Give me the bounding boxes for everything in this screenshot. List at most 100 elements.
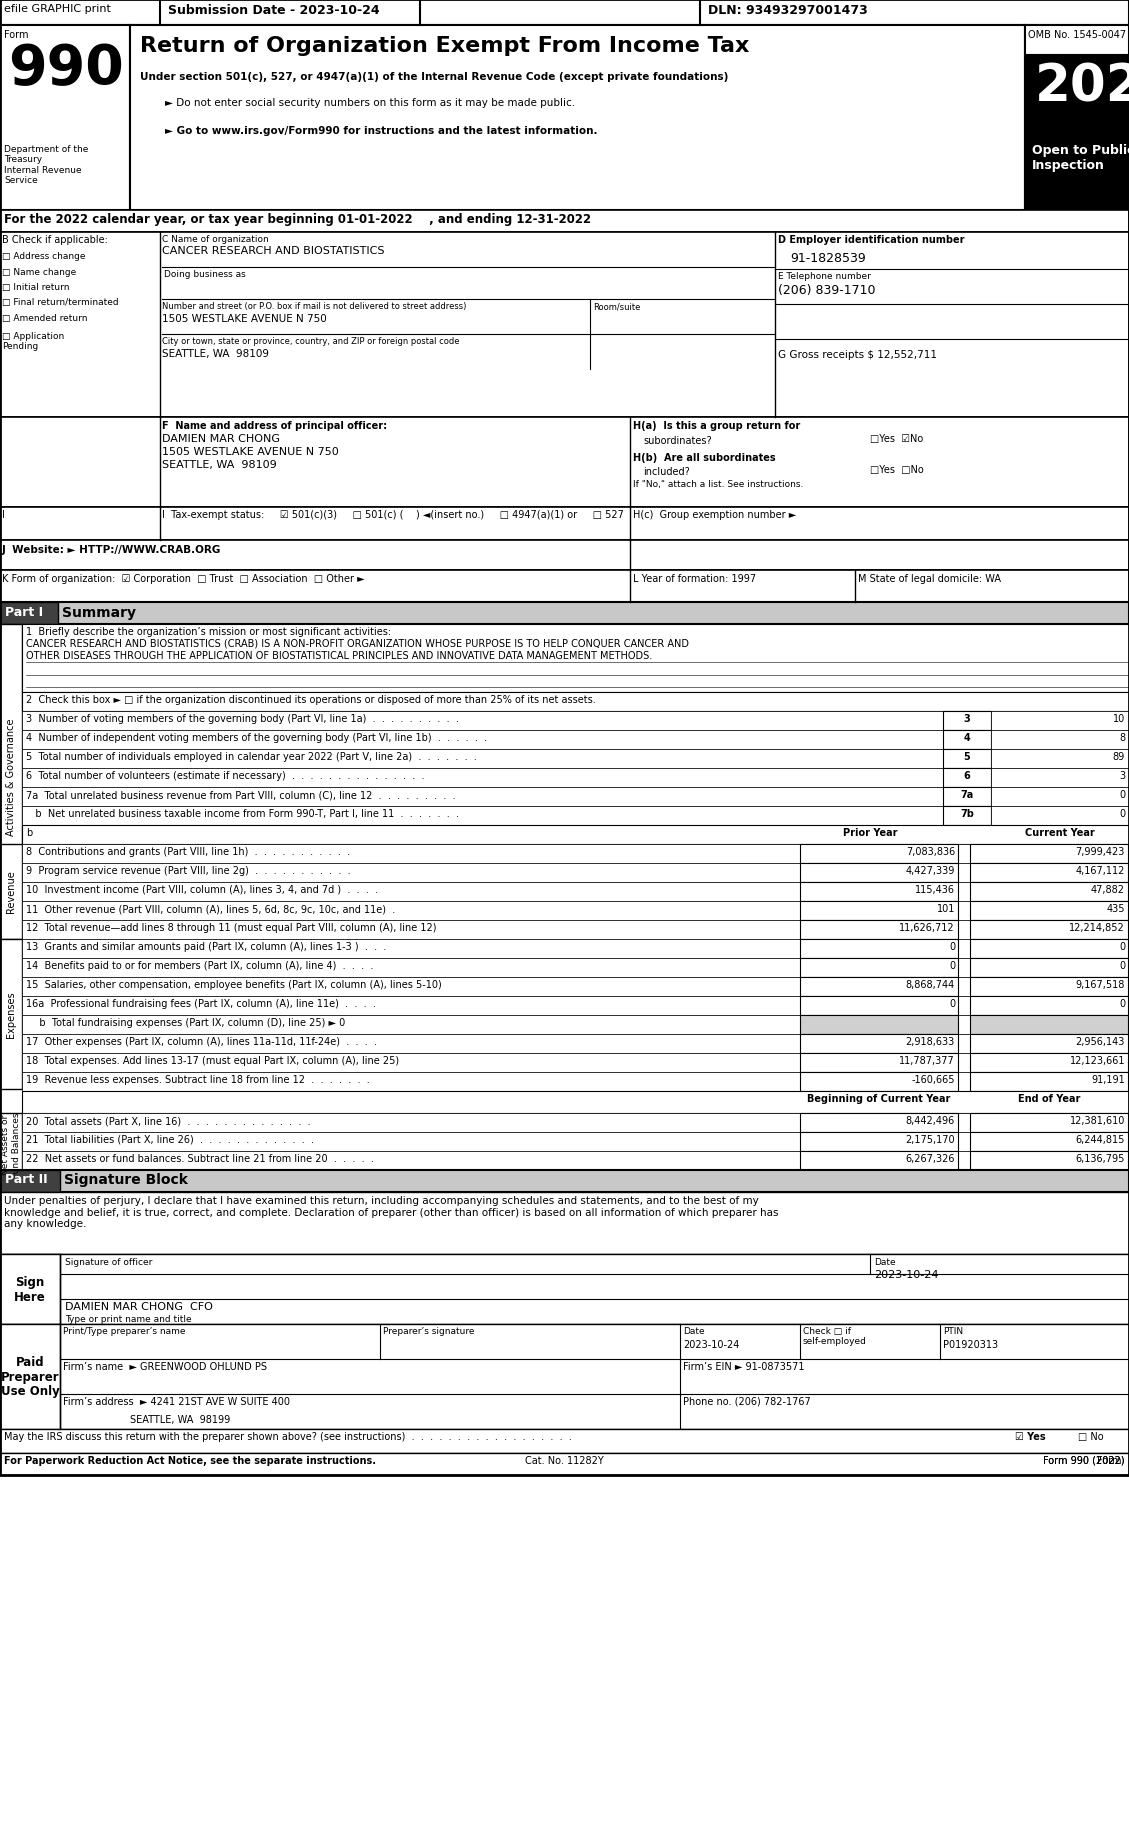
Text: D Employer identification number: D Employer identification number — [778, 234, 964, 245]
Bar — [21, 787, 1129, 807]
Bar — [991, 769, 1129, 787]
Text: Net Assets or
Fund Balances: Net Assets or Fund Balances — [1, 1111, 20, 1177]
Text: 3: 3 — [1119, 770, 1124, 781]
Bar — [21, 1113, 1129, 1133]
Bar — [0, 1325, 1129, 1429]
Bar — [21, 1034, 1129, 1054]
Text: 0: 0 — [1119, 809, 1124, 818]
Text: 7a  Total unrelated business revenue from Part VIII, column (C), line 12  .  .  : 7a Total unrelated business revenue from… — [26, 789, 456, 800]
Text: OTHER DISEASES THROUGH THE APPLICATION OF BIOSTATISTICAL PRINCIPLES AND INNOVATI: OTHER DISEASES THROUGH THE APPLICATION O… — [26, 651, 653, 661]
Text: b: b — [26, 827, 33, 838]
Text: 4,167,112: 4,167,112 — [1076, 866, 1124, 875]
Bar — [0, 1171, 1129, 1193]
Text: 0: 0 — [1119, 999, 1124, 1008]
Bar — [21, 1151, 1129, 1171]
Text: 8,442,496: 8,442,496 — [905, 1116, 955, 1125]
Text: CANCER RESEARCH AND BIOSTATISTICS (CRAB) IS A NON-PROFIT ORGANIZATION WHOSE PURP: CANCER RESEARCH AND BIOSTATISTICS (CRAB)… — [26, 639, 689, 648]
Text: 6  Total number of volunteers (estimate if necessary)  .  .  .  .  .  .  .  .  .: 6 Total number of volunteers (estimate i… — [26, 770, 425, 781]
Bar — [0, 540, 1129, 571]
Text: 13  Grants and similar amounts paid (Part IX, column (A), lines 1-3 )  .  .  .: 13 Grants and similar amounts paid (Part… — [26, 941, 386, 952]
Text: Revenue: Revenue — [6, 869, 16, 913]
Text: 6,136,795: 6,136,795 — [1076, 1153, 1124, 1164]
Bar — [21, 730, 1129, 750]
Text: 21  Total liabilities (Part X, line 26)  .  .  .  .  .  .  .  .  .  .  .  .  .: 21 Total liabilities (Part X, line 26) .… — [26, 1135, 314, 1144]
Text: 4  Number of independent voting members of the governing body (Part VI, line 1b): 4 Number of independent voting members o… — [26, 732, 487, 743]
Bar — [943, 750, 991, 769]
Bar — [970, 1133, 1128, 1151]
Text: CANCER RESEARCH AND BIOSTATISTICS: CANCER RESEARCH AND BIOSTATISTICS — [161, 245, 385, 256]
Bar — [970, 1034, 1128, 1054]
Text: Paid
Preparer
Use Only: Paid Preparer Use Only — [1, 1354, 60, 1398]
Text: □ No: □ No — [1078, 1431, 1104, 1442]
Bar — [0, 624, 21, 930]
Bar — [21, 1091, 1129, 1113]
Bar — [1025, 55, 1129, 135]
Text: 101: 101 — [937, 904, 955, 913]
Text: PTIN: PTIN — [943, 1327, 963, 1336]
Text: 5: 5 — [964, 752, 970, 761]
Bar — [21, 997, 1129, 1016]
Text: □Yes  ☑No: □Yes ☑No — [870, 434, 924, 443]
Bar — [21, 807, 1129, 825]
Bar — [0, 210, 1129, 232]
Text: Type or print name and title: Type or print name and title — [65, 1314, 192, 1323]
Bar — [0, 939, 21, 1089]
Text: 17  Other expenses (Part IX, column (A), lines 11a-11d, 11f-24e)  .  .  .  .: 17 Other expenses (Part IX, column (A), … — [26, 1036, 377, 1047]
Text: Signature Block: Signature Block — [64, 1173, 187, 1186]
Text: Room/suite: Room/suite — [593, 302, 640, 311]
Bar — [991, 730, 1129, 750]
Text: 8,868,744: 8,868,744 — [905, 979, 955, 990]
Text: OMB No. 1545-0047: OMB No. 1545-0047 — [1029, 29, 1126, 40]
Text: Summary: Summary — [62, 606, 135, 620]
Bar — [21, 750, 1129, 769]
Bar — [21, 1133, 1129, 1151]
Text: b  Net unrelated business taxable income from Form 990-T, Part I, line 11  .  . : b Net unrelated business taxable income … — [26, 809, 460, 818]
Text: 7a: 7a — [961, 789, 973, 800]
Bar — [800, 1034, 959, 1054]
Text: 15  Salaries, other compensation, employee benefits (Part IX, column (A), lines : 15 Salaries, other compensation, employe… — [26, 979, 441, 990]
Bar — [21, 769, 1129, 787]
Text: 11,626,712: 11,626,712 — [900, 922, 955, 933]
Bar — [800, 1016, 959, 1034]
Text: 11  Other revenue (Part VIII, column (A), lines 5, 6d, 8c, 9c, 10c, and 11e)  .: 11 Other revenue (Part VIII, column (A),… — [26, 904, 395, 913]
Text: M State of legal domicile: WA: M State of legal domicile: WA — [858, 573, 1001, 584]
Text: If "No," attach a list. See instructions.: If "No," attach a list. See instructions… — [633, 479, 804, 489]
Bar — [800, 902, 959, 920]
Text: 7,083,836: 7,083,836 — [905, 847, 955, 856]
Text: City or town, state or province, country, and ZIP or foreign postal code: City or town, state or province, country… — [161, 337, 460, 346]
Bar — [991, 712, 1129, 730]
Text: H(b)  Are all subordinates: H(b) Are all subordinates — [633, 452, 776, 463]
Text: Form 990 (2022): Form 990 (2022) — [1043, 1455, 1124, 1466]
Text: B Check if applicable:: B Check if applicable: — [2, 234, 108, 245]
Bar — [21, 1016, 1129, 1034]
Text: 16a  Professional fundraising fees (Part IX, column (A), line 11e)  .  .  .  .: 16a Professional fundraising fees (Part … — [26, 999, 376, 1008]
Bar — [970, 1072, 1128, 1091]
Bar — [21, 712, 1129, 730]
Text: Activities & Governance: Activities & Governance — [6, 719, 16, 836]
Text: 12,123,661: 12,123,661 — [1069, 1056, 1124, 1065]
Bar — [0, 0, 1129, 26]
Text: 7b: 7b — [960, 809, 974, 818]
Bar — [970, 864, 1128, 882]
Bar — [0, 1429, 1129, 1453]
Bar — [0, 1254, 1129, 1325]
Text: Date: Date — [874, 1257, 895, 1266]
Bar — [0, 1453, 1129, 1475]
Text: 3  Number of voting members of the governing body (Part VI, line 1a)  .  .  .  .: 3 Number of voting members of the govern… — [26, 714, 458, 723]
Text: 9,167,518: 9,167,518 — [1076, 979, 1124, 990]
Bar — [21, 825, 1129, 844]
Text: 990: 990 — [8, 42, 124, 95]
Text: Doing business as: Doing business as — [164, 269, 246, 278]
Text: 12,381,610: 12,381,610 — [1069, 1116, 1124, 1125]
Text: I  Tax-exempt status:     ☑ 501(c)(3)     □ 501(c) (    ) ◄(insert no.)     □ 49: I Tax-exempt status: ☑ 501(c)(3) □ 501(c… — [161, 511, 624, 520]
Text: Form: Form — [1097, 1455, 1124, 1466]
Bar — [21, 920, 1129, 939]
Text: F  Name and address of principal officer:: F Name and address of principal officer: — [161, 421, 387, 430]
Bar — [943, 807, 991, 825]
Text: Part I: Part I — [5, 606, 43, 619]
Bar — [970, 959, 1128, 977]
Text: Preparer’s signature: Preparer’s signature — [383, 1327, 474, 1336]
Text: Firm’s name  ► GREENWOOD OHLUND PS: Firm’s name ► GREENWOOD OHLUND PS — [63, 1362, 266, 1371]
Text: SEATTLE, WA  98199: SEATTLE, WA 98199 — [130, 1415, 230, 1424]
Text: DAMIEN MAR CHONG  CFO: DAMIEN MAR CHONG CFO — [65, 1301, 213, 1312]
